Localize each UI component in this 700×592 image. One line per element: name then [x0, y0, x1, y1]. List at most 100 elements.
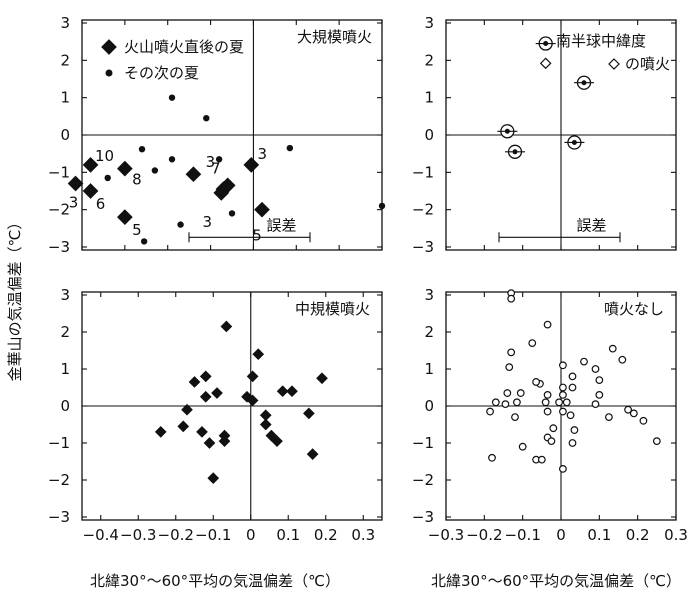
x-axis-label-left: 北緯30°～60°平均の気温偏差（℃） — [90, 572, 340, 590]
point-label: 3 — [203, 213, 213, 231]
data-point — [140, 238, 148, 245]
data-point — [503, 389, 512, 397]
data-point — [537, 455, 546, 464]
x-tick-label: 0.2 — [626, 526, 650, 544]
data-point — [138, 145, 146, 153]
y-tick-label: 2 — [60, 323, 70, 341]
data-point — [543, 407, 552, 416]
y-tick-label: −2 — [412, 471, 434, 489]
point-label: 7 — [211, 159, 221, 177]
data-point — [547, 437, 556, 446]
y-tick-label: 1 — [424, 89, 434, 107]
x-tick-label: 0 — [246, 526, 256, 544]
legend-label: 火山噴火直後の夏 — [124, 38, 244, 56]
chart-panel-4: 3 2 1 0 −1 −2 −3−0.3 −0.2 −0.1 0 0.1 0.2 0.3 噴火なし — [412, 286, 688, 544]
y-tick-label: −3 — [48, 508, 70, 526]
error-bar-label: 誤差 — [266, 216, 296, 234]
y-tick-label: 3 — [60, 14, 70, 32]
data-point — [559, 407, 567, 416]
y-tick-label: 3 — [424, 286, 434, 304]
data-point — [652, 437, 661, 446]
data-point — [276, 385, 289, 398]
data-point — [486, 407, 494, 416]
y-tick-label: 2 — [424, 323, 434, 341]
y-tick-label: 3 — [424, 14, 434, 32]
data-point — [117, 160, 133, 177]
x-tick-label: −0.2 — [158, 526, 194, 544]
data-point — [213, 185, 230, 201]
data-point — [528, 339, 537, 348]
y-tick-label: 1 — [60, 360, 70, 378]
error-bar-label: 誤差 — [576, 216, 606, 234]
data-point — [516, 389, 525, 397]
point-label: 3 — [69, 194, 79, 212]
x-tick-label: 0.3 — [664, 526, 688, 544]
point-label: 6 — [96, 195, 106, 213]
data-point — [568, 383, 577, 392]
x-tick-label: −0.2 — [466, 526, 502, 544]
data-point — [559, 383, 567, 392]
data-point — [151, 167, 159, 174]
data-point — [543, 320, 552, 329]
data-point — [252, 348, 265, 361]
legend-open-diamond-marker — [608, 58, 620, 70]
chart-panel-3: 3 2 1 0 −1 −2 −3 −0.4 −0.3 −0.2 −0.1 0 0.1 0.2 0.3 中規模噴… — [48, 286, 383, 544]
data-point-center — [581, 80, 587, 86]
panel-title: 大規模噴火 — [297, 28, 372, 46]
y-tick-label: −2 — [48, 471, 70, 489]
data-point — [203, 437, 216, 449]
y-tick-label: −3 — [412, 508, 434, 526]
data-point — [566, 411, 575, 420]
data-point — [549, 424, 558, 433]
data-point — [568, 372, 577, 381]
data-point — [286, 144, 294, 152]
y-tick-label: −1 — [412, 163, 434, 181]
legend-diamond-marker — [101, 39, 117, 55]
data-point — [608, 344, 617, 353]
data-point — [203, 115, 210, 122]
data-point — [177, 420, 190, 433]
data-point — [562, 398, 571, 407]
data-point — [177, 221, 184, 228]
panel-title: 中規模噴火 — [295, 300, 370, 318]
point-label: 3 — [206, 153, 216, 171]
data-point — [303, 407, 315, 420]
x-tick-label: 0.1 — [587, 526, 611, 544]
data-point — [104, 174, 111, 182]
data-point — [188, 376, 201, 388]
data-point — [246, 370, 259, 383]
x-tick-label: 0.3 — [351, 526, 375, 544]
data-point — [591, 400, 600, 409]
data-point — [501, 400, 510, 409]
point-label: 10 — [95, 147, 114, 165]
y-tick-label: −1 — [48, 163, 70, 181]
data-point — [491, 398, 500, 407]
y-tick-label: 0 — [424, 126, 434, 144]
data-point — [286, 385, 298, 398]
data-point — [199, 370, 212, 383]
y-axis-label: 金華山の気温偏差（℃） — [6, 215, 24, 382]
point-label: 5 — [252, 227, 262, 245]
data-point — [555, 398, 563, 407]
data-point — [254, 201, 270, 218]
data-point — [154, 426, 167, 438]
data-point — [624, 405, 632, 414]
y-tick-label: 2 — [60, 51, 70, 69]
data-point — [196, 426, 208, 438]
data-point — [568, 439, 577, 447]
x-axis-label-right: 北緯30°～60°平均の気温偏差（℃） — [431, 572, 681, 590]
data-point — [507, 348, 516, 357]
point-label: 5 — [132, 221, 142, 239]
y-tick-label: 3 — [60, 286, 70, 304]
data-point — [82, 183, 99, 199]
data-point — [513, 398, 521, 407]
data-point — [168, 156, 176, 163]
data-point — [265, 429, 278, 442]
data-point-center — [543, 41, 549, 47]
data-point — [218, 435, 231, 447]
data-point — [220, 320, 233, 333]
data-point — [181, 403, 193, 416]
data-point — [185, 166, 202, 183]
data-point — [543, 391, 552, 399]
